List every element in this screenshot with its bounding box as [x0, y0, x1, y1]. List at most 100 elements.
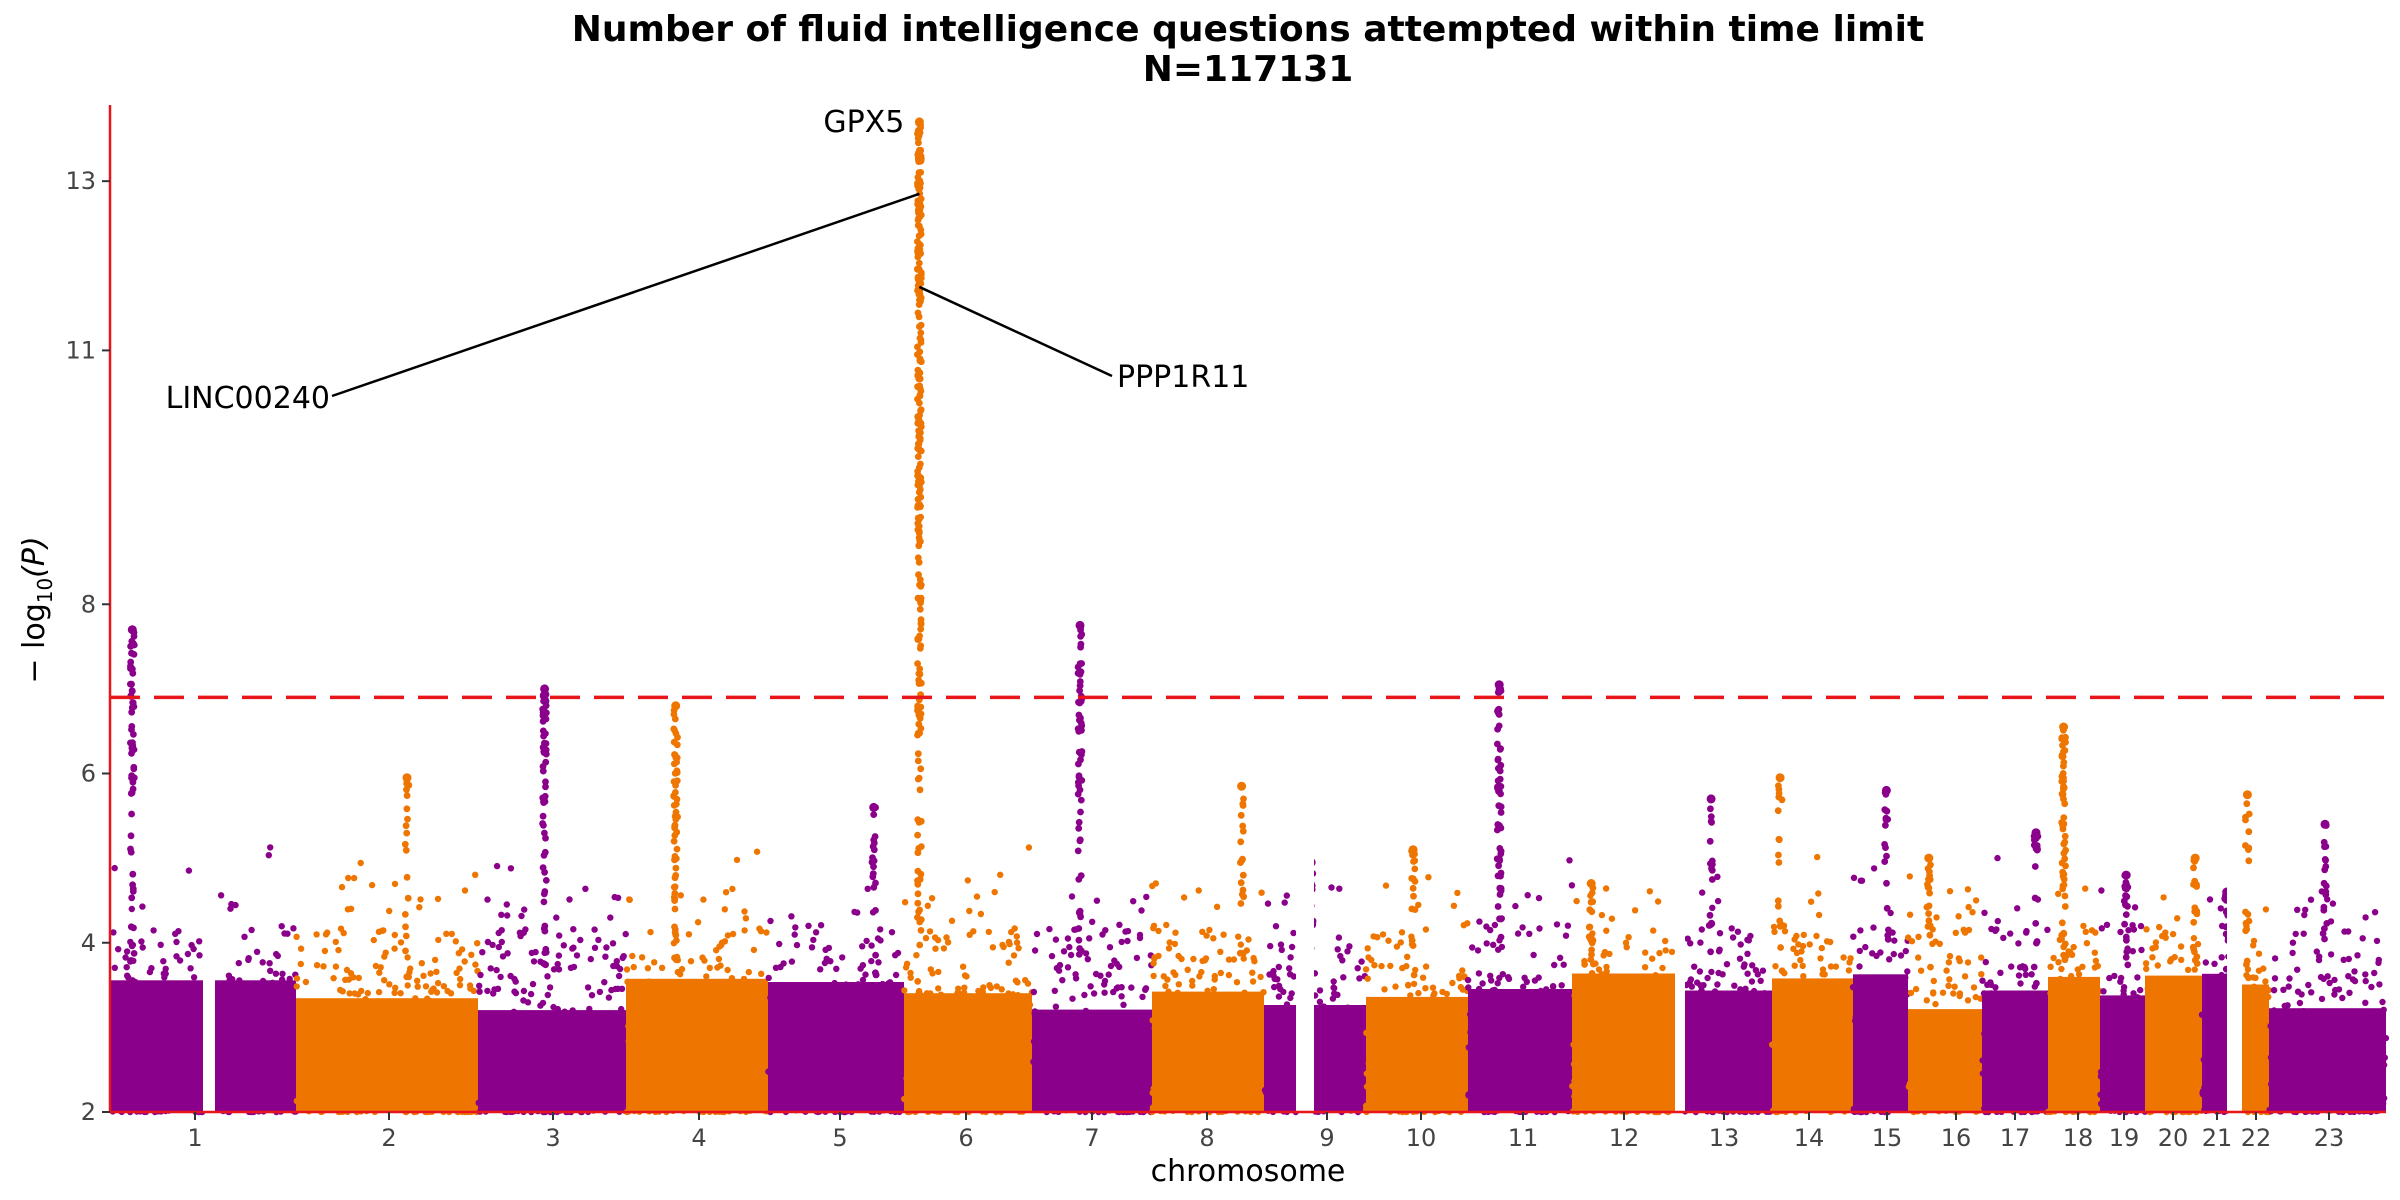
snp-point	[397, 990, 404, 997]
snp-point	[758, 970, 765, 977]
snp-point	[456, 982, 464, 989]
snp-point	[915, 169, 923, 177]
snp-point	[1335, 934, 1343, 941]
snp-point	[266, 989, 273, 996]
snp-point	[721, 906, 728, 913]
snp-point	[2152, 944, 2159, 951]
snp-point	[857, 965, 864, 972]
snp-point	[997, 871, 1004, 878]
snp-point	[1138, 907, 1145, 914]
snp-point	[2000, 934, 2007, 942]
snp-density-band	[768, 982, 904, 1112]
snp-point	[1524, 892, 1531, 899]
snp-point	[1832, 963, 1840, 970]
snp-point	[1340, 974, 1347, 981]
snp-point	[703, 973, 710, 980]
snp-point	[447, 990, 455, 997]
snp-point	[1495, 705, 1503, 713]
snp-point	[1072, 971, 1079, 978]
snp-point	[1972, 993, 1980, 1001]
snp-point	[917, 447, 925, 455]
snp-point	[1164, 976, 1171, 983]
snp-point	[2117, 974, 2125, 982]
snp-point	[943, 934, 950, 941]
snp-point	[2082, 928, 2089, 935]
snp-point	[871, 833, 879, 840]
snp-point	[128, 894, 136, 902]
snp-point	[753, 848, 761, 855]
snp-point	[1272, 923, 1280, 930]
chromosome-1-points	[109, 625, 300, 1116]
snp-point	[2044, 926, 2051, 933]
snp-point	[1278, 946, 1286, 954]
snp-point	[542, 945, 550, 953]
snp-point	[1130, 898, 1137, 905]
snp-point	[1379, 931, 1387, 938]
snp-point	[1374, 934, 1381, 941]
snp-density-band	[2145, 975, 2202, 1112]
snp-point	[1798, 948, 1805, 955]
snp-point	[607, 914, 614, 921]
snp-point	[694, 919, 702, 926]
snp-point	[1422, 963, 1430, 970]
snp-point	[1257, 973, 1264, 981]
snp-point	[402, 822, 410, 830]
snp-point	[2033, 979, 2040, 987]
snp-point	[2217, 905, 2224, 912]
snp-point	[914, 265, 921, 273]
snp-point	[1906, 911, 1914, 918]
snp-point	[2121, 920, 2129, 928]
snp-point	[2031, 894, 2039, 902]
snp-point	[1929, 940, 1936, 947]
snp-point	[1585, 923, 1593, 931]
snp-point	[1180, 894, 1188, 901]
snp-point	[1622, 990, 1630, 997]
snp-point	[620, 953, 627, 960]
snp-point	[342, 976, 349, 983]
snp-point	[1464, 976, 1472, 984]
snp-point	[1410, 971, 1418, 979]
snp-point	[129, 739, 136, 746]
snp-point	[822, 946, 829, 953]
snp-point	[1785, 982, 1792, 989]
snp-point	[2031, 863, 2039, 870]
snp-point	[472, 961, 479, 968]
snp-point	[980, 984, 987, 991]
snp-point	[2257, 988, 2264, 995]
snp-point	[1479, 980, 1486, 987]
snp-point	[2160, 894, 2167, 901]
snp-point	[862, 971, 869, 978]
snp-point	[1790, 945, 1797, 952]
snp-point	[1093, 897, 1101, 904]
snp-point	[827, 958, 834, 965]
snp-point	[2191, 904, 2199, 912]
snp-point	[1165, 945, 1173, 952]
snp-point	[1316, 998, 1324, 1005]
snp-point	[1813, 932, 1820, 940]
snp-point	[699, 954, 706, 961]
snp-point	[1240, 795, 1247, 803]
snp-point	[1588, 889, 1596, 897]
snp-point	[1217, 969, 1225, 977]
snp-point	[2245, 857, 2253, 865]
snp-point	[129, 870, 137, 878]
snp-point	[1410, 980, 1418, 988]
snp-point	[916, 503, 924, 511]
snp-point	[2243, 926, 2251, 933]
snp-point	[1883, 904, 1891, 912]
snp-point	[1737, 941, 1744, 948]
snp-point	[1925, 910, 1932, 917]
snp-point	[601, 979, 608, 986]
snp-point	[2326, 979, 2333, 987]
snp-point	[330, 975, 337, 982]
snp-point	[184, 950, 192, 958]
snp-point	[1076, 687, 1083, 694]
snp-point	[670, 883, 678, 891]
snp-point	[722, 889, 730, 896]
snp-point	[2117, 928, 2124, 936]
snp-point	[914, 890, 922, 898]
snp-point	[914, 309, 922, 317]
snp-point	[1362, 966, 1370, 973]
snp-point	[1454, 889, 1461, 897]
snp-point	[672, 864, 680, 872]
